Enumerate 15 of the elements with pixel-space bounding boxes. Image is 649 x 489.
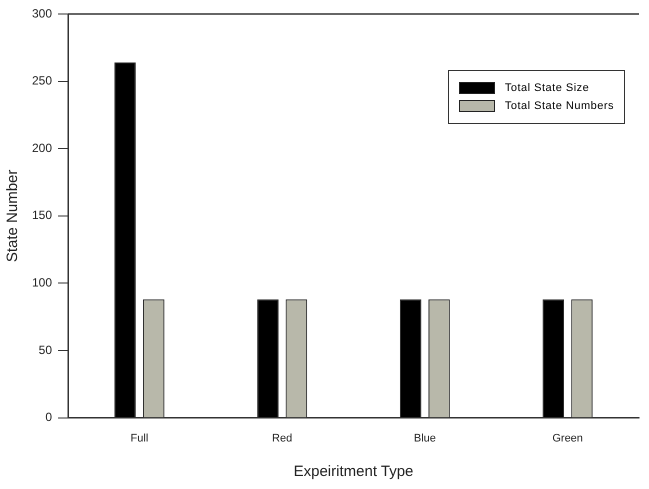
y-tick-label: 250: [32, 74, 52, 88]
x-axis-title: Expeiritment Type: [294, 463, 414, 480]
y-tick-label: 150: [32, 208, 52, 222]
y-tick-label: 50: [38, 342, 52, 357]
legend-label: Total State Numbers: [504, 100, 614, 112]
x-tick-label: Full: [130, 432, 148, 444]
legend-label: Total State Size: [504, 82, 590, 94]
y-tick-label: 300: [32, 6, 52, 20]
x-tick-label: Red: [272, 432, 292, 444]
y-tick-label: 100: [32, 276, 52, 290]
y-axis-title: State Number: [4, 170, 22, 262]
x-tick-label: Blue: [414, 432, 436, 444]
y-tick-label: 200: [32, 140, 52, 155]
x-tick-label: Green: [552, 432, 583, 444]
y-tick-label: 0: [45, 410, 52, 424]
